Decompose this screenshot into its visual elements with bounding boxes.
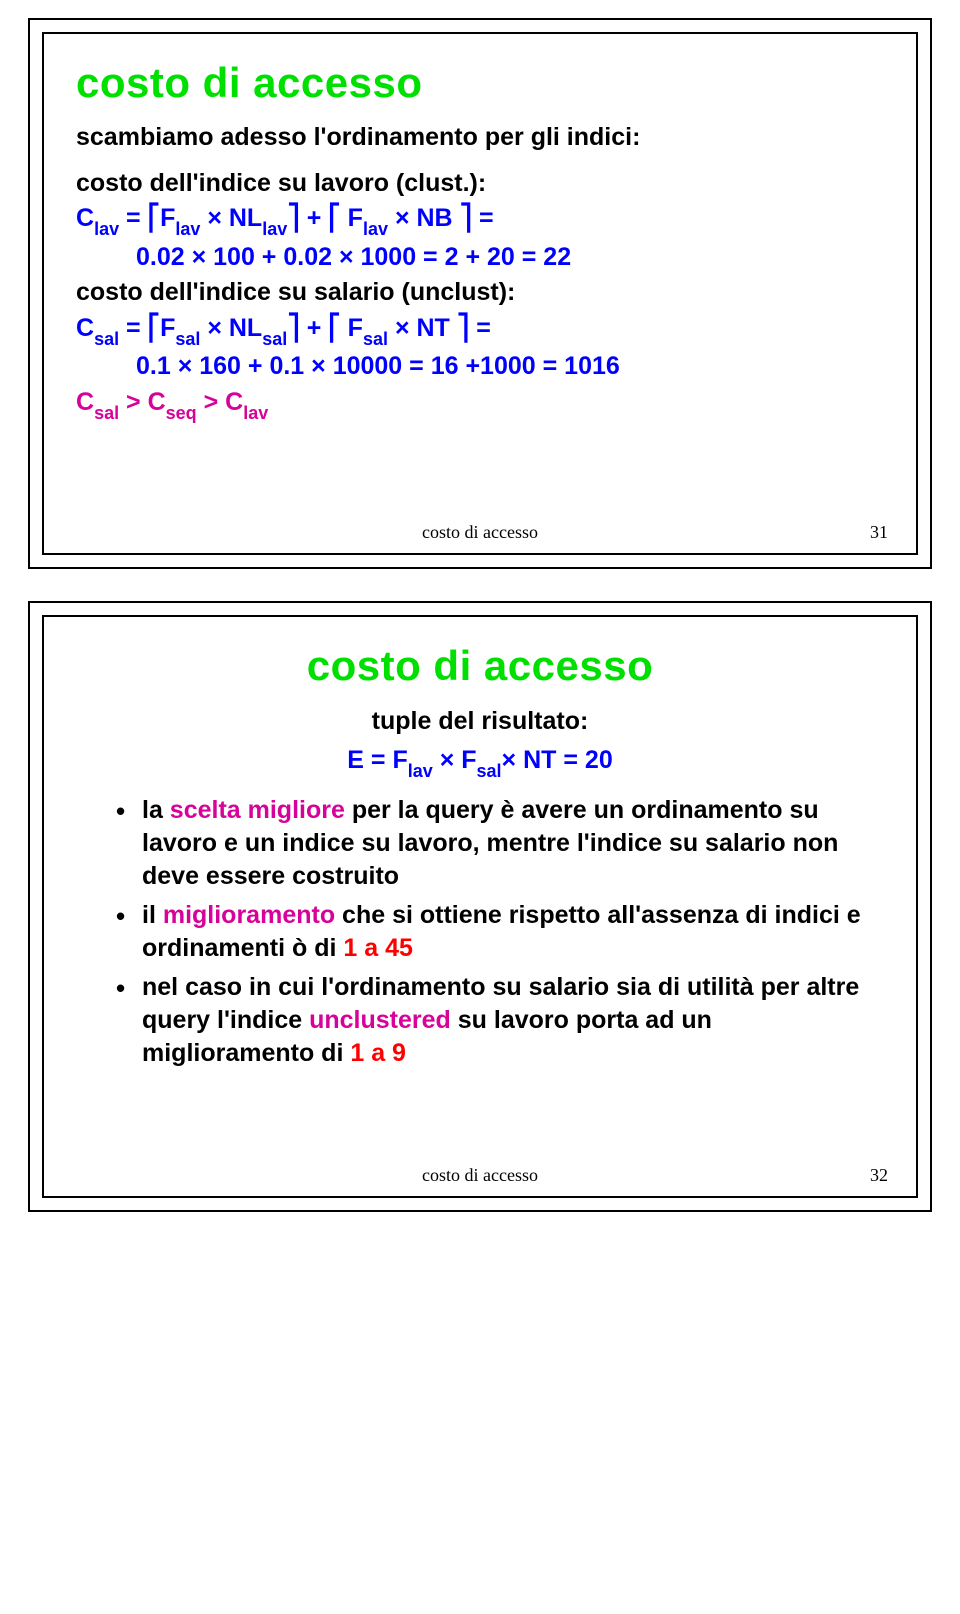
formula-part: × NT = 20 bbox=[502, 746, 613, 774]
highlight-number: 1 a 45 bbox=[343, 934, 413, 962]
formula-part: > C bbox=[119, 388, 166, 416]
bullet-item: nel caso in cui l'ordinamento su salario… bbox=[116, 971, 884, 1070]
slide-31-inner: costo di accesso scambiamo adesso l'ordi… bbox=[42, 32, 918, 555]
text-line: costo dell'indice su salario (unclust): bbox=[76, 275, 884, 311]
formula-part: × NB ⎤ = bbox=[388, 204, 494, 232]
subscript: lav bbox=[243, 403, 268, 423]
slide-footer: costo di accesso bbox=[44, 522, 916, 543]
bullet-text: la bbox=[142, 796, 170, 824]
slide-title: costo di accesso bbox=[76, 60, 884, 106]
subtitle: tuple del risultato: bbox=[76, 704, 884, 740]
highlight-text: miglioramento bbox=[163, 901, 335, 929]
formula-part: × NT ⎤ = bbox=[388, 314, 491, 342]
formula-part: × NL bbox=[200, 314, 262, 342]
formula-part: E = F bbox=[347, 746, 407, 774]
subscript: lav bbox=[262, 219, 287, 239]
bullet-item: la scelta migliore per la query è avere … bbox=[116, 794, 884, 893]
subscript: lav bbox=[94, 219, 119, 239]
formula-part: = ⎡F bbox=[119, 314, 175, 342]
spacer bbox=[76, 1076, 884, 1146]
subscript: seq bbox=[166, 403, 197, 423]
formula-part: ⎤ + ⎡ F bbox=[287, 204, 363, 232]
text-line: scambiamo adesso l'ordinamento per gli i… bbox=[76, 120, 884, 156]
formula-part: = ⎡F bbox=[119, 204, 175, 232]
subscript: lav bbox=[175, 219, 200, 239]
bullet-list: la scelta migliore per la query è avere … bbox=[76, 794, 884, 1070]
slide-title: costo di accesso bbox=[76, 643, 884, 689]
subscript: sal bbox=[477, 761, 502, 781]
formula-line: 0.02 × 100 + 0.02 × 1000 = 2 + 20 = 22 bbox=[76, 240, 884, 276]
spacer bbox=[76, 423, 884, 503]
page-number: 32 bbox=[870, 1165, 888, 1186]
slide-32-inner: costo di accesso tuple del risultato: E … bbox=[42, 615, 918, 1197]
formula-line: Clav = ⎡Flav × NLlav⎤ + ⎡ Flav × NB ⎤ = bbox=[76, 201, 884, 240]
formula-line: Csal = ⎡Fsal × NLsal⎤ + ⎡ Fsal × NT ⎤ = bbox=[76, 311, 884, 350]
subscript: sal bbox=[262, 329, 287, 349]
subscript: sal bbox=[94, 329, 119, 349]
formula-part: × NL bbox=[200, 204, 262, 232]
formula-line: 0.1 × 160 + 0.1 × 10000 = 16 +1000 = 101… bbox=[76, 349, 884, 385]
highlight-text: scelta migliore bbox=[170, 796, 345, 824]
inequality-line: Csal > Cseq > Clav bbox=[76, 385, 884, 424]
highlight-text: unclustered bbox=[309, 1006, 451, 1034]
formula-part: C bbox=[76, 204, 94, 232]
subscript: sal bbox=[363, 329, 388, 349]
formula-part: × F bbox=[433, 746, 477, 774]
subscript: sal bbox=[175, 329, 200, 349]
highlight-number: 1 a 9 bbox=[350, 1039, 406, 1067]
subscript: lav bbox=[363, 219, 388, 239]
bullet-item: il miglioramento che si ottiene rispetto… bbox=[116, 899, 884, 965]
page-number: 31 bbox=[870, 522, 888, 543]
formula-part: ⎤ + ⎡ F bbox=[287, 314, 363, 342]
subscript: lav bbox=[408, 761, 433, 781]
formula-part: C bbox=[76, 314, 94, 342]
slide-footer: costo di accesso bbox=[44, 1165, 916, 1186]
slide-31: costo di accesso scambiamo adesso l'ordi… bbox=[28, 18, 932, 569]
subscript: sal bbox=[94, 403, 119, 423]
bullet-text: il bbox=[142, 901, 163, 929]
slide-32: costo di accesso tuple del risultato: E … bbox=[28, 601, 932, 1211]
formula-part: C bbox=[76, 388, 94, 416]
formula-line: E = Flav × Fsal× NT = 20 bbox=[76, 743, 884, 782]
text-line: costo dell'indice su lavoro (clust.): bbox=[76, 166, 884, 202]
formula-part: > C bbox=[197, 388, 244, 416]
